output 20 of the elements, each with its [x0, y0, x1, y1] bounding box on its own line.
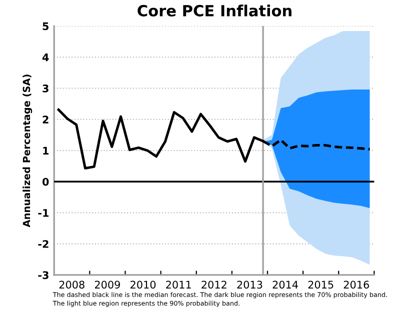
y-tick-label: 1	[43, 146, 49, 154]
x-tick-label: 2012	[202, 280, 226, 289]
y-tick-label: 0	[42, 178, 49, 186]
x-tick-label: 2016	[344, 280, 369, 289]
y-tick-label: 5	[42, 22, 49, 30]
x-tick-label: 2015	[308, 280, 334, 289]
x-tick-label: 2011	[166, 280, 191, 289]
x-tick-label: 2010	[130, 280, 156, 289]
y-tick-label: -2	[38, 240, 48, 248]
x-tick-label: 2014	[272, 280, 298, 289]
chart-title: Core PCE Inflation	[138, 4, 292, 16]
x-tick-label: 2013	[237, 280, 262, 289]
x-tick-label: 2009	[94, 280, 120, 289]
x-tick-label: 2008	[59, 280, 84, 289]
y-tick-label: -1	[38, 209, 49, 217]
y-tick-label: 3	[42, 84, 48, 92]
y-axis-title: Annualized Percentage (SA)	[22, 74, 32, 228]
y-tick-label: 4	[42, 54, 49, 62]
y-tick-label: -3	[38, 271, 48, 280]
y-tick-label: 2	[42, 116, 48, 124]
